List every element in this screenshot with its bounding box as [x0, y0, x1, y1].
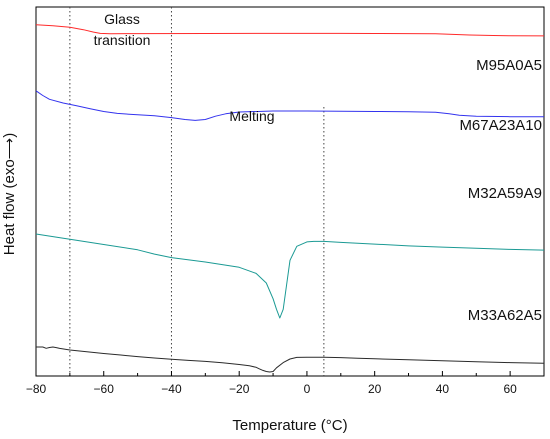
glass-transition-line-1: transition: [94, 32, 151, 48]
x-tick-label: 0: [304, 382, 311, 396]
series-line-m32a59a9: [35, 233, 545, 319]
series-line-m33a62a5: [36, 346, 545, 373]
melting-annotation: Melting: [229, 108, 274, 124]
x-tick-label: 40: [436, 382, 450, 396]
x-tick-label: 20: [368, 382, 382, 396]
x-tick-label: −40: [161, 382, 182, 396]
x-tick-label: −20: [229, 382, 250, 396]
x-tick-label: −80: [26, 382, 47, 396]
series-label-m33a62a5: M33A62A5: [468, 307, 542, 324]
reference-lines: [69, 7, 325, 376]
series-line-m67a23a10: [35, 90, 544, 121]
series-label-m95a0a5: M95A0A5: [476, 57, 542, 74]
x-axis-label: Temperature (°C): [232, 417, 347, 434]
series-label-m67a23a10: M67A23A10: [459, 117, 542, 134]
y-axis-label: Heat flow (exo⟶): [1, 133, 18, 255]
series-label-m32a59a9: M32A59A9: [468, 185, 542, 202]
series-group: [35, 24, 545, 373]
x-axis-ticks: −80 −60 −40 −20 0 20 40 60: [26, 371, 517, 396]
x-tick-label: 60: [503, 382, 517, 396]
glass-transition-line-0: Glass: [104, 11, 140, 27]
series-labels: M95A0A5 M67A23A10 M32A59A9 M33A62A5: [459, 57, 542, 324]
series-line-m95a0a5: [35, 24, 545, 37]
glass-transition-annotation: Glass transition: [94, 11, 151, 48]
x-tick-label: −60: [94, 382, 115, 396]
plot-frame: [35, 6, 545, 377]
